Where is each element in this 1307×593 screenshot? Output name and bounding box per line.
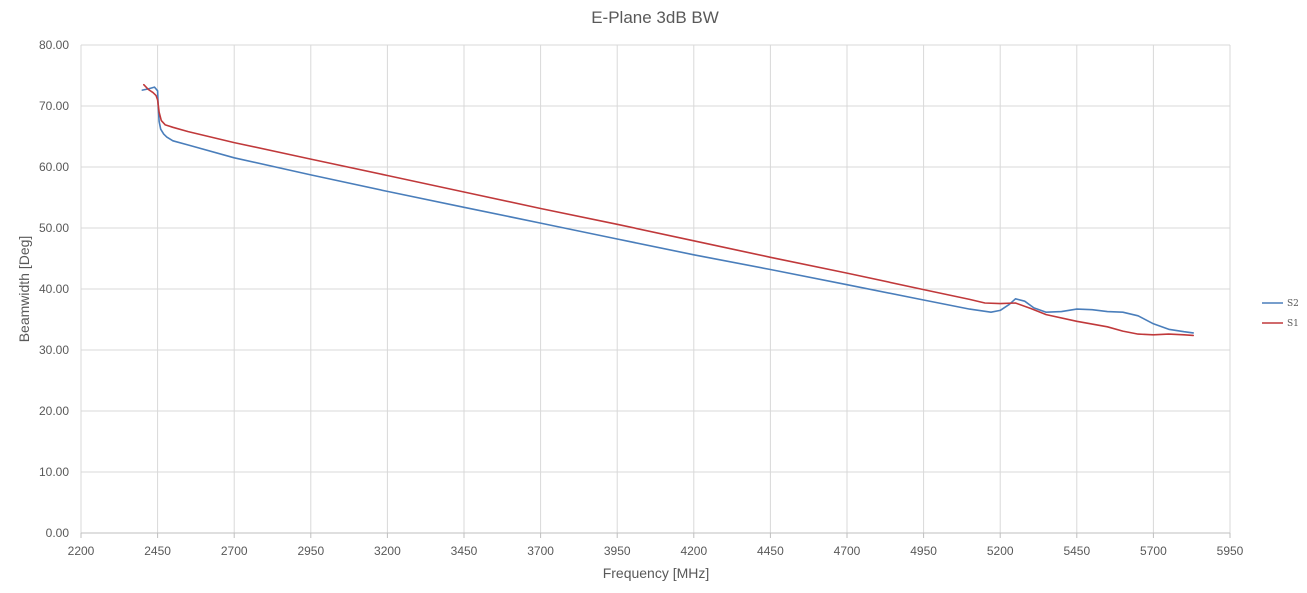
x-tick-label: 2700 [221, 544, 248, 558]
x-tick-label: 3700 [527, 544, 554, 558]
x-tick-label: 5450 [1063, 544, 1090, 558]
x-tick-label: 4950 [910, 544, 937, 558]
series-line-s2 [141, 86, 1194, 334]
y-tick-label: 50.00 [39, 221, 69, 235]
x-tick-label: 5200 [987, 544, 1014, 558]
y-tick-label: 0.00 [46, 526, 70, 540]
legend: S2 S1 [1262, 299, 1299, 329]
y-tick-label: 40.00 [39, 282, 69, 296]
grid [80, 44, 1231, 534]
x-tick-label: 3450 [451, 544, 478, 558]
y-tick-label: 60.00 [39, 160, 69, 174]
x-tick-label: 2450 [144, 544, 171, 558]
y-tick-label: 70.00 [39, 99, 69, 113]
chart-title: E-Plane 3dB BW [591, 8, 719, 27]
legend-label-s1: S1 [1287, 319, 1299, 329]
x-tick-label: 3950 [604, 544, 631, 558]
x-axis-title: Frequency [MHz] [603, 565, 710, 581]
x-tick-label: 4200 [680, 544, 707, 558]
x-tick-label: 5700 [1140, 544, 1167, 558]
y-tick-label: 10.00 [39, 465, 69, 479]
x-tick-label: 2200 [68, 544, 95, 558]
x-tick-label: 2950 [297, 544, 324, 558]
series-lines [141, 83, 1194, 337]
x-tick-label: 4450 [757, 544, 784, 558]
y-tick-label: 30.00 [39, 343, 69, 357]
y-tick-label: 20.00 [39, 404, 69, 418]
legend-label-s2: S2 [1287, 299, 1299, 309]
axes: 0.00 10.00 20.00 30.00 40.00 50.00 60.00 70.00 8… [39, 38, 1244, 558]
x-tick-label: 3200 [374, 544, 401, 558]
y-axis-title: Beamwidth [Deg] [16, 236, 32, 343]
series-line-s1 [143, 83, 1194, 337]
x-tick-label: 4700 [834, 544, 861, 558]
x-tick-label: 5950 [1217, 544, 1244, 558]
y-tick-label: 80.00 [39, 38, 69, 52]
